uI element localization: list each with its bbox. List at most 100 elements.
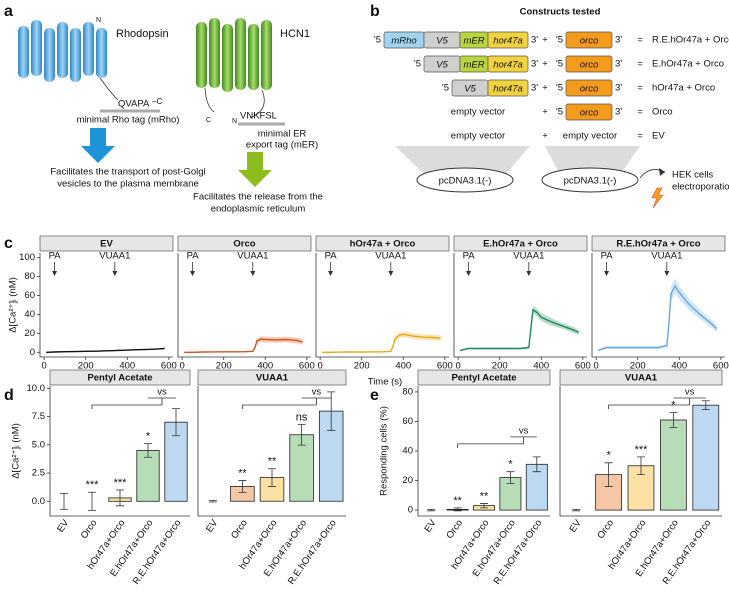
x-tick-label: Orco [229,518,250,541]
x-tick-label: 200 [492,361,508,372]
x-tick-label: 200 [354,361,370,372]
significance: ** [268,456,277,468]
axis-line [453,253,587,358]
facet-title: Pentyl Acetate [87,373,152,384]
prime-label: '5 [556,83,563,94]
arrow-head [52,271,58,276]
prime-label: '5 [414,59,421,70]
panel-title: Constructs tested [520,7,601,18]
y-tick-label: 80 [24,271,35,282]
prime-label: 3' [615,59,622,70]
construct-label: V5 [464,84,476,95]
stimulus-label: PA [463,251,476,262]
prime-label: '5 [442,83,449,94]
error-bar [238,480,247,493]
significance: *** [114,477,128,489]
arrow-head [328,271,334,276]
x-tick-label: 600 [161,361,177,372]
x-tick-label: 200 [216,361,232,372]
significance: * [146,431,151,443]
y-tick-label: 60 [402,416,413,427]
facet-title: EV [100,239,113,250]
empty-vector: empty vector [451,131,505,142]
facet-header [177,235,312,252]
x-axis-label: Time (s) [368,377,402,388]
construct-label: mER [463,36,484,47]
significance: *** [86,479,100,491]
error-bar [637,456,645,476]
axis-line [559,386,722,517]
trace [184,338,303,353]
stimulus-label: PA [601,251,614,262]
x-tick-label: 0 [456,361,461,372]
construct-result: EV [652,131,665,142]
axis-line [417,386,550,517]
x-tick-label: 200 [78,361,94,372]
construct-box [487,55,529,73]
x-tick-label: 600 [299,361,315,372]
arrow [81,128,115,163]
caption-line: vesicles to the plasma membrane [57,179,199,190]
equals: = [637,131,643,142]
panel-label: b [370,3,380,20]
x-tick-label: 200 [630,361,646,372]
cone [545,146,640,175]
significance: * [508,459,513,471]
error-bar [506,471,515,484]
error-bar [453,507,462,512]
comparison-bracket [91,397,176,409]
y-tick-label: 60 [24,290,35,301]
hek-label: electroporation [672,182,729,193]
tag-name: export tag (mER) [246,140,318,151]
arrow-head [466,271,472,276]
y-tick-label: 0.0 [32,496,45,507]
facet-header [49,369,191,386]
construct-label: mER [463,60,484,71]
error-bar [701,400,710,411]
construct-box [487,31,529,49]
x-tick-label: EV [422,517,439,534]
error-bar [480,503,488,509]
error-bar [88,491,96,511]
equals: = [637,83,643,94]
construct-result: hOr47a + Orco [652,83,715,94]
facet-header [453,235,588,252]
arrow-head [250,271,256,276]
construct-label: orco [580,60,598,71]
equals: = [637,35,643,46]
vector-label: pcDNA3.1(-) [564,176,617,187]
x-tick-label: Orco [79,518,100,541]
y-tick-label: 5.0 [32,439,45,450]
ci-band [460,305,579,352]
comparison-bracket [457,436,537,448]
facet-header [417,369,551,386]
arrow-head [388,271,394,276]
ci-band [598,278,717,352]
y-tick-label: 40 [402,446,413,457]
comparison-label: vs [157,387,167,398]
stimulus-label: PA [187,251,200,262]
c-term: –C [152,97,162,106]
comparison-bracket [608,397,706,409]
x-tick-label: 600 [575,361,591,372]
caption-line: Facilitates the release from the [193,192,323,203]
trace [460,308,579,352]
stimulus-label: VUAA1 [651,251,682,262]
facet-title: E.hOr47a + Orco [483,239,558,250]
plus: + [542,131,548,142]
equals: = [637,59,643,70]
error-bar [427,508,436,512]
axis-line [177,253,311,358]
prime-label: 3' [615,35,622,46]
error-bar [144,443,152,458]
construct-box [487,79,529,97]
error-bar [172,408,180,437]
error-bar [532,456,541,473]
x-tick-label: 400 [119,361,135,372]
axis-line [197,386,346,517]
prime-label: '5 [556,59,563,70]
significance: ** [453,495,462,507]
error-bar [268,468,276,487]
y-axis-label: Δ[Ca²⁺]ᵢ (nM) [11,423,22,479]
